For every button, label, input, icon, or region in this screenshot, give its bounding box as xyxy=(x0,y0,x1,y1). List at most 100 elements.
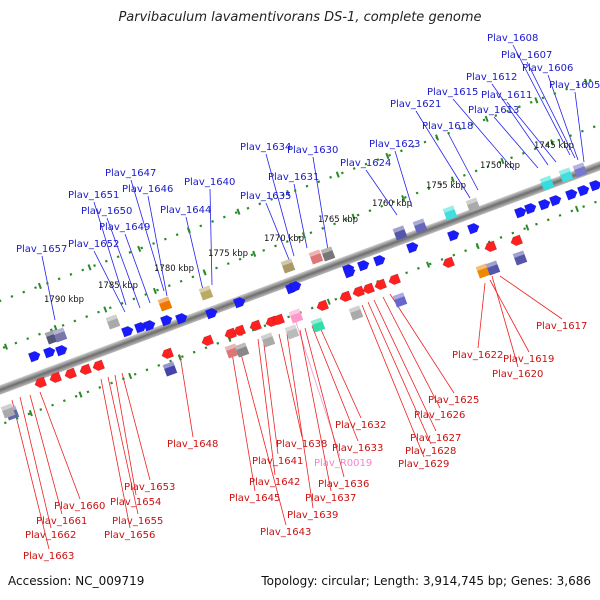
reverse-gene xyxy=(249,319,263,332)
gene-feature-box xyxy=(234,342,250,358)
gene-arrow xyxy=(174,312,188,325)
inner-tick-track-top xyxy=(2,120,600,350)
tick-dot xyxy=(511,231,515,235)
leader-line xyxy=(11,399,50,550)
gene-label: Plav_1617 xyxy=(536,321,587,332)
scale-label: 1790 kbp xyxy=(44,295,84,305)
major-tick xyxy=(500,157,505,165)
tick-dot xyxy=(215,266,218,270)
leader-line xyxy=(526,61,576,159)
gene-feature-box xyxy=(475,263,491,279)
tick-dot xyxy=(486,165,490,168)
major-tick xyxy=(236,208,241,215)
gene-label: Plav_1657 xyxy=(16,244,67,255)
tick-dot xyxy=(364,162,368,166)
gene-label: Plav_1647 xyxy=(105,168,156,179)
forward-gene xyxy=(42,346,56,359)
tick-dot xyxy=(157,363,161,367)
gene-features xyxy=(0,162,600,421)
tick-dot xyxy=(592,125,596,129)
gene-label: Plav_1640 xyxy=(184,177,235,188)
forward-gene xyxy=(342,266,356,279)
forward-gene xyxy=(576,184,590,197)
gene-feature-box xyxy=(198,285,214,301)
major-tick xyxy=(87,264,92,271)
gene-label: Plav_1621 xyxy=(390,99,441,110)
tick-dot xyxy=(440,258,444,261)
tick-dot xyxy=(152,242,155,245)
gene-feature-box xyxy=(260,332,276,348)
tick-dot xyxy=(140,246,144,250)
gene-box xyxy=(284,324,300,340)
major-tick xyxy=(525,224,530,231)
tick-dot xyxy=(133,372,137,376)
gene-label: Plav_1641 xyxy=(252,456,303,467)
tick-dot xyxy=(557,138,561,142)
gene-arrow xyxy=(142,319,156,332)
major-tick xyxy=(128,372,133,380)
gene-feature-box xyxy=(392,292,408,308)
gene-label: Plav_1626 xyxy=(414,410,465,421)
tick-dot xyxy=(588,78,592,82)
gene-label: Plav_1648 xyxy=(167,439,218,450)
gene-arrow xyxy=(272,313,286,326)
reverse-gene xyxy=(339,290,353,303)
backbone xyxy=(0,126,600,416)
leader-line xyxy=(93,250,126,313)
tick-dot xyxy=(110,381,113,385)
gene-label: Plav_1634 xyxy=(240,142,291,153)
gene-arrow xyxy=(513,206,527,219)
reverse-gene xyxy=(316,299,330,312)
gene-box-highlight xyxy=(485,260,498,269)
gene-label: Plav_1619 xyxy=(503,354,554,365)
major-tick xyxy=(583,78,588,85)
tick-dot xyxy=(98,386,102,389)
gene-label: Plav_1623 xyxy=(369,139,420,150)
gene-box xyxy=(234,342,250,358)
leader-line xyxy=(299,329,332,492)
gene-box xyxy=(0,403,16,419)
forward-gene xyxy=(204,307,218,320)
gene-arrow xyxy=(316,299,330,312)
gene-arrow xyxy=(356,259,370,272)
reverse-gene xyxy=(49,371,63,384)
reverse-gene xyxy=(484,240,498,253)
major-tick xyxy=(301,232,306,239)
gene-arrow xyxy=(54,344,68,357)
tick-dot xyxy=(179,279,183,283)
gene-label: Plav_1653 xyxy=(124,482,175,493)
gene-label: Plav_1651 xyxy=(68,190,119,201)
gene-label: Plav_1661 xyxy=(36,516,87,527)
gene-label: Plav_1644 xyxy=(160,205,211,216)
gene-box xyxy=(412,218,428,234)
major-tick xyxy=(37,282,42,290)
tick-dot xyxy=(529,100,533,104)
gene-arrow xyxy=(159,314,173,327)
tick-dot xyxy=(22,290,26,294)
tick-dot xyxy=(104,259,108,263)
tick-dot xyxy=(577,83,580,87)
major-tick xyxy=(475,242,480,250)
gene-feature-box xyxy=(348,305,364,321)
reverse-gene xyxy=(388,273,402,286)
major-tick xyxy=(202,269,207,276)
leader-line xyxy=(415,110,471,199)
gene-box xyxy=(475,263,491,279)
tick-dot xyxy=(428,262,432,266)
reverse-gene xyxy=(442,256,456,269)
gene-arrow xyxy=(233,324,247,337)
tick-dot xyxy=(204,346,208,350)
tick-dot xyxy=(81,268,85,272)
gene-arrow xyxy=(224,327,238,340)
forward-gene xyxy=(405,241,419,254)
gene-box-highlight xyxy=(224,343,237,352)
gene-arrow xyxy=(120,325,134,338)
gene-box xyxy=(288,308,304,324)
gene-arrow xyxy=(133,321,147,334)
tick-dot xyxy=(238,257,242,261)
major-tick xyxy=(534,97,539,104)
tick-dot xyxy=(340,171,344,175)
major-tick xyxy=(53,324,58,332)
leader-line xyxy=(29,394,63,515)
